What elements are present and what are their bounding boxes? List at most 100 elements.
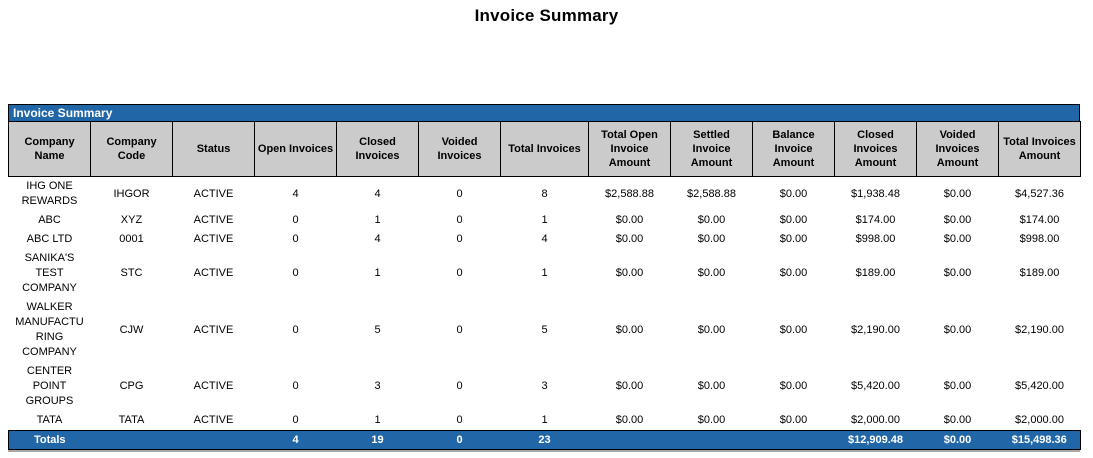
cell: 0	[254, 298, 337, 362]
column-header: Voided Invoices Amount	[916, 121, 999, 177]
totals-cell: 0	[418, 430, 501, 450]
cell: $998.00	[998, 230, 1081, 249]
cell: CENTER POINT GROUPS	[8, 362, 91, 411]
cell: 8	[500, 176, 589, 211]
cell: 1	[336, 249, 419, 298]
cell: $0.00	[588, 230, 671, 249]
cell: $5,420.00	[834, 362, 917, 411]
cell: 1	[336, 211, 419, 230]
cell: ACTIVE	[172, 230, 255, 249]
cell: $0.00	[752, 230, 835, 249]
cell: $2,190.00	[998, 298, 1081, 362]
column-header: Settled Invoice Amount	[670, 121, 753, 177]
cell: 0	[418, 176, 501, 211]
cell: $0.00	[752, 249, 835, 298]
cell: 0	[418, 230, 501, 249]
cell: 0001	[90, 230, 173, 249]
cell: 0	[254, 230, 337, 249]
totals-cell: 4	[254, 430, 337, 450]
cell: $174.00	[998, 211, 1081, 230]
cell: ABC LTD	[8, 230, 91, 249]
column-header: Closed Invoices Amount	[834, 121, 917, 177]
totals-cell	[752, 430, 835, 450]
cell: $0.00	[588, 211, 671, 230]
invoice-summary-panel: Invoice Summary Company Name Company Code…	[8, 104, 1081, 452]
cell: 0	[254, 411, 337, 431]
totals-cell: $0.00	[916, 430, 999, 450]
cell: $0.00	[916, 298, 999, 362]
cell: $2,190.00	[834, 298, 917, 362]
table-row: ABC XYZ ACTIVE 0 1 0 1 $0.00 $0.00 $0.00 $174.00 $0…	[8, 211, 1081, 230]
cell: 0	[254, 249, 337, 298]
invoice-summary-table: Company Name Company Code Status Open Invoi…	[8, 121, 1081, 450]
cell: 1	[500, 211, 589, 230]
column-header: Status	[172, 121, 255, 177]
cell: STC	[90, 249, 173, 298]
column-header: Company Code	[90, 121, 173, 177]
cell: WALKER MANUFACTURING COMPANY	[8, 298, 91, 362]
cell: $5,420.00	[998, 362, 1081, 411]
totals-cell	[172, 430, 255, 450]
cell: $0.00	[916, 411, 999, 431]
cell: $0.00	[752, 211, 835, 230]
cell: $2,000.00	[834, 411, 917, 431]
table-row: CENTER POINT GROUPS CPG ACTIVE 0 3 0 3 $0.00 $0.…	[8, 362, 1081, 411]
totals-cell	[670, 430, 753, 450]
cell: 4	[500, 230, 589, 249]
cell: IHG ONE REWARDS	[8, 176, 91, 211]
cell: SANIKA'S TEST COMPANY	[8, 249, 91, 298]
cell: $4,527.36	[998, 176, 1081, 211]
cell: 0	[418, 298, 501, 362]
cell: 5	[500, 298, 589, 362]
totals-cell: Totals	[8, 430, 91, 450]
cell: $0.00	[916, 362, 999, 411]
cell: 4	[254, 176, 337, 211]
cell: $2,000.00	[998, 411, 1081, 431]
cell: $1,938.48	[834, 176, 917, 211]
cell: $0.00	[916, 211, 999, 230]
cell: $998.00	[834, 230, 917, 249]
cell: 0	[254, 362, 337, 411]
cell: 0	[418, 249, 501, 298]
cell: $0.00	[752, 298, 835, 362]
cell: ABC	[8, 211, 91, 230]
cell: IHGOR	[90, 176, 173, 211]
column-header: Open Invoices	[254, 121, 337, 177]
column-header: Total Open Invoice Amount	[588, 121, 671, 177]
cell: $189.00	[834, 249, 917, 298]
cell: XYZ	[90, 211, 173, 230]
cell: 3	[336, 362, 419, 411]
cell: ACTIVE	[172, 211, 255, 230]
column-header: Total Invoices Amount	[998, 121, 1081, 177]
cell: TATA	[8, 411, 91, 431]
cell: $0.00	[916, 176, 999, 211]
cell: $0.00	[916, 230, 999, 249]
page: Invoice Summary Invoice Summary Company …	[0, 6, 1093, 458]
cell: $0.00	[588, 249, 671, 298]
table-row: WALKER MANUFACTURING COMPANY CJW ACTIVE 0 5 0…	[8, 298, 1081, 362]
totals-row: Totals 4 19 0 23 $12,909.48 $0.00 $15,498.36	[8, 430, 1081, 450]
cell: $0.00	[670, 411, 753, 431]
cell: TATA	[90, 411, 173, 431]
cell: $0.00	[670, 230, 753, 249]
cell: $0.00	[752, 176, 835, 211]
cell: 5	[336, 298, 419, 362]
header-row: Company Name Company Code Status Open Invoi…	[8, 121, 1081, 177]
cell: $0.00	[670, 211, 753, 230]
totals-cell	[90, 430, 173, 450]
totals-cell: 19	[336, 430, 419, 450]
cell: 0	[418, 362, 501, 411]
column-header: Closed Invoices	[336, 121, 419, 177]
table-row: IHG ONE REWARDS IHGOR ACTIVE 4 4 0 8 $2,588.88 $…	[8, 176, 1081, 211]
cell: 0	[418, 411, 501, 431]
cell: 0	[418, 211, 501, 230]
cell: 1	[500, 411, 589, 431]
cell: ACTIVE	[172, 249, 255, 298]
cell: $0.00	[670, 298, 753, 362]
column-header: Total Invoices	[500, 121, 589, 177]
cell: $0.00	[752, 362, 835, 411]
table-row: SANIKA'S TEST COMPANY STC ACTIVE 0 1 0 1 $0.00 $…	[8, 249, 1081, 298]
cell: 4	[336, 176, 419, 211]
cell: $174.00	[834, 211, 917, 230]
cell: $0.00	[670, 249, 753, 298]
